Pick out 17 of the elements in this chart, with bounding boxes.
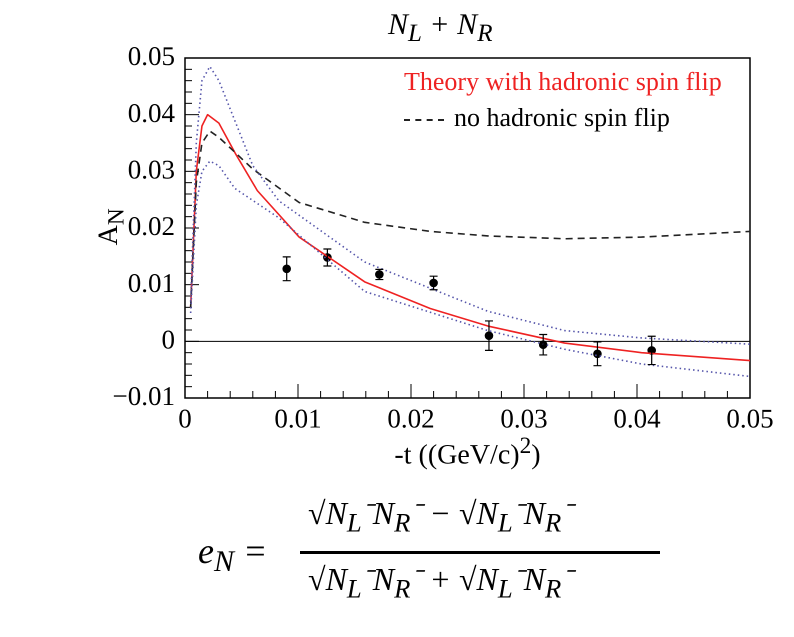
- x-tick-label: 0.03: [500, 403, 548, 434]
- y-tick-label: 0: [162, 324, 175, 354]
- x-tick-label: 0.01: [274, 403, 322, 434]
- text: N$_{L}$ + N$_{R}$: [388, 8, 492, 48]
- legend-label: no hadronic spin flip: [454, 103, 670, 132]
- text: e$_{N}$ =: [198, 530, 268, 580]
- y-tick-label: 0.01: [128, 268, 175, 298]
- x-tick-label: 0.04: [613, 403, 662, 434]
- text: Theory with hadronic spin flip: [404, 67, 722, 96]
- y-tick-label: 0.05: [128, 41, 175, 72]
- y-tick-label: −0.01: [112, 381, 175, 412]
- x-tick-label: 0.05: [726, 403, 774, 434]
- y-tick-label: 0.02: [128, 211, 175, 242]
- y-tick-label: 0.03: [128, 154, 175, 184]
- y-tick-label: 0.04: [128, 98, 176, 128]
- x-tick-label: 0.02: [387, 403, 435, 434]
- x-axis-title: -t ((GeV/c)$^{2}$): [393, 433, 542, 472]
